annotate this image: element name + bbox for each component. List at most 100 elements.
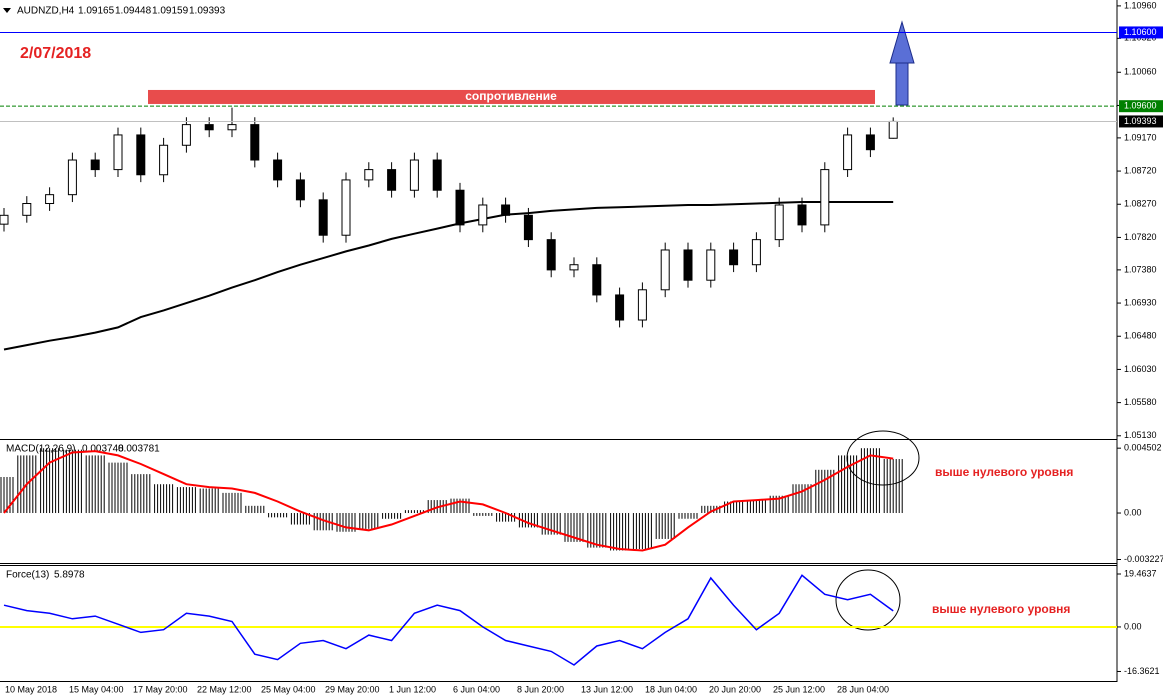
x-tick-label: 25 May 04:00 [261, 684, 316, 694]
level-label: 1.09600 [1124, 101, 1157, 111]
candle-body [820, 169, 830, 226]
candle-body [592, 264, 602, 296]
y-tick-label: 1.06480 [1124, 331, 1157, 341]
candle-body [227, 124, 237, 131]
macd-note: выше нулевого уровня [935, 465, 1073, 479]
y-tick-label: 0.00 [1124, 621, 1142, 631]
candle-body [159, 144, 169, 176]
arrow-head [889, 20, 915, 64]
up-arrow [889, 20, 915, 106]
y-tick-label: 19.4637 [1124, 568, 1157, 578]
candle-body [22, 203, 32, 216]
y-tick-label: 1.07380 [1124, 264, 1157, 274]
header-open: 1.09165 [78, 6, 115, 17]
candle-body [865, 134, 875, 151]
candle-body [204, 124, 214, 131]
candle-body [181, 124, 191, 146]
candle-body [387, 169, 397, 191]
x-tick-label: 25 Jun 12:00 [773, 684, 825, 694]
resistance-label: сопротивление [465, 89, 557, 103]
candle-body [501, 204, 511, 216]
macd-signal-line [3, 450, 894, 552]
candle-body [751, 239, 761, 266]
y-tick-label: 1.06030 [1124, 364, 1157, 374]
y-tick-label: 1.09170 [1124, 132, 1157, 142]
x-tick-label: 10 May 2018 [5, 684, 57, 694]
date-note: 2/07/2018 [20, 45, 91, 62]
highlight-ellipse [835, 569, 901, 631]
candle-body [273, 159, 283, 181]
candle-body [90, 159, 100, 171]
macd-signal: 0.003781 [118, 444, 160, 455]
candle-body [409, 159, 419, 191]
candle-body [295, 179, 305, 201]
macd-main: 0.003748 [82, 444, 124, 455]
candle-body [341, 179, 351, 236]
y-tick-label: 0.004502 [1124, 443, 1162, 453]
header-close: 1.09393 [189, 6, 226, 17]
candle-body [546, 239, 556, 271]
y-tick-label: 1.07820 [1124, 232, 1157, 242]
x-tick-label: 29 May 20:00 [325, 684, 380, 694]
candle-body [729, 249, 739, 266]
candle-body [660, 249, 670, 291]
y-tick-label: 0.00 [1124, 507, 1142, 517]
candle-body [113, 134, 123, 171]
resistance-zone [148, 89, 875, 104]
candle-body [797, 204, 807, 226]
y-tick-label: 1.10960 [1124, 0, 1157, 10]
y-tick-label: 1.05580 [1124, 397, 1157, 407]
x-tick-label: 15 May 04:00 [69, 684, 124, 694]
candle-body [250, 124, 260, 161]
candle-body [706, 249, 716, 281]
candle-body [888, 120, 898, 139]
x-tick-label: 17 May 20:00 [133, 684, 188, 694]
x-tick-label: 18 Jun 04:00 [645, 684, 697, 694]
candle-body [843, 134, 853, 171]
candle-body [0, 214, 9, 225]
candle-body [683, 249, 693, 281]
force-value: 5.8978 [54, 570, 85, 581]
arrow-shaft [895, 61, 909, 106]
x-tick-label: 28 Jun 04:00 [837, 684, 889, 694]
candle-body [455, 189, 465, 226]
menu-icon [3, 8, 11, 13]
y-tick-label: 1.10060 [1124, 67, 1157, 77]
candle-body [615, 294, 625, 321]
candle-body [478, 204, 488, 226]
candle-body [67, 159, 77, 196]
candle-body [318, 199, 328, 236]
candle-body [364, 169, 374, 181]
candle-body [432, 159, 442, 191]
y-tick-label: 1.06930 [1124, 297, 1157, 307]
force-line [3, 574, 894, 666]
level-label-box [1119, 100, 1163, 113]
x-tick-label: 20 Jun 20:00 [709, 684, 761, 694]
candle-body [637, 289, 647, 321]
y-tick-label: 1.08720 [1124, 165, 1157, 175]
x-tick-label: 13 Jun 12:00 [581, 684, 633, 694]
level-label-box [1119, 26, 1163, 39]
y-tick-label: 1.05130 [1124, 430, 1157, 440]
x-tick-label: 6 Jun 04:00 [453, 684, 500, 694]
current-price-box [1119, 115, 1163, 128]
header-low: 1.09159 [152, 6, 189, 17]
highlight-ellipse [846, 430, 920, 486]
x-tick-label: 22 May 12:00 [197, 684, 252, 694]
header-high: 1.09448 [115, 6, 152, 17]
x-tick-label: 8 Jun 20:00 [517, 684, 564, 694]
candle-body [523, 214, 533, 241]
force-note: выше нулевого уровня [932, 602, 1070, 616]
candle-body [569, 264, 579, 271]
y-tick-label: -16.3621 [1124, 666, 1160, 676]
y-tick-label: 1.08270 [1124, 199, 1157, 209]
moving-average [3, 201, 894, 351]
force-title: Force(13) [6, 570, 49, 581]
symbol: AUDNZD,H4 [17, 6, 75, 17]
y-tick-label: -0.003227 [1124, 554, 1163, 564]
candle-body [45, 194, 55, 205]
x-tick-label: 1 Jun 12:00 [389, 684, 436, 694]
